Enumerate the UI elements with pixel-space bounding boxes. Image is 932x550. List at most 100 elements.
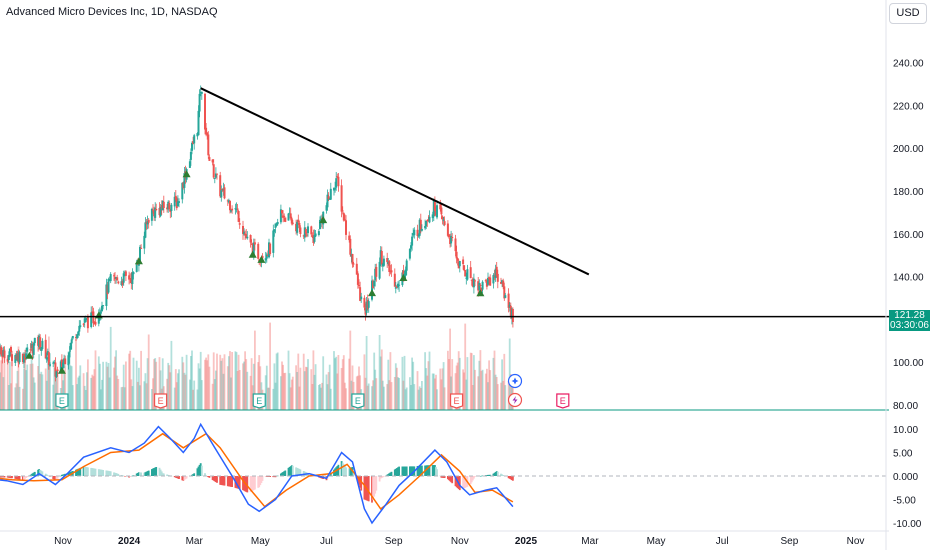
candle-body-2024-04-19 xyxy=(246,236,249,239)
volume-bar-2024-06-28 xyxy=(322,356,325,410)
macd-hist-bar-2024-05-01 xyxy=(259,476,262,486)
chart-tools-icons[interactable] xyxy=(507,373,523,408)
volume-bar-2024-01-26 xyxy=(155,361,158,410)
time-axis[interactable]: Nov 2024 Mar May Jul Sep Nov 2025 Mar May Jul Sep No… xyxy=(54,536,864,547)
macd-hist-bar-2024-10-21 xyxy=(447,476,449,480)
macd-hist-bar-2024-01-25 xyxy=(154,467,157,476)
candle-body-2024-10-22 xyxy=(448,234,450,238)
macd-hist-bar-2024-12-18 xyxy=(509,476,512,480)
macd-hist-bar-2024-10-04 xyxy=(428,465,431,476)
volume-bar-2024-04-30 xyxy=(258,355,261,410)
volume-bar-2024-07-11 xyxy=(336,373,339,410)
macd-hist-bar-2024-09-16 xyxy=(409,466,411,476)
candle-body-2024-02-07 xyxy=(168,202,171,210)
volume-bar-2024-09-30 xyxy=(424,352,426,410)
macd-hist-bar-2024-04-19 xyxy=(246,476,249,493)
macd-hist-bar-2024-11-29 xyxy=(489,474,492,476)
macd-axis[interactable]: 10.00 5.00 0.000 -5.00 -10.00 xyxy=(893,425,922,530)
candle-body-2023-09-12 xyxy=(7,355,10,360)
buy-signal-2024-11-20 xyxy=(476,289,485,297)
volume-bar-2024-12-09 xyxy=(500,382,502,410)
candle-body-2024-11-01 xyxy=(458,261,461,267)
volume-bar-2024-09-26 xyxy=(419,388,422,410)
candle-body-2024-06-14 xyxy=(307,226,309,234)
volume-bar-2024-01-23 xyxy=(152,378,154,410)
candle-body-2023-10-25 xyxy=(54,362,57,377)
volume-bar-2024-12-13 xyxy=(504,385,507,410)
macd-hist-bar-2024-02-06 xyxy=(167,474,170,476)
volume-bar-2024-03-12 xyxy=(205,357,207,410)
macd-hist-bar-2024-09-27 xyxy=(421,465,423,476)
candle-body-2024-12-12 xyxy=(503,286,506,299)
volume-bar-2023-10-31 xyxy=(61,368,63,410)
macd-hist-bar-2024-12-19 xyxy=(511,476,513,481)
earnings-label-1: E xyxy=(59,396,65,406)
earnings-label-3: E xyxy=(256,396,262,406)
volume-bar-2024-11-19 xyxy=(478,360,481,410)
macd-hist-bar-2024-09-19 xyxy=(412,466,415,476)
candle-body-2024-08-19 xyxy=(378,261,381,279)
candle-body-2023-12-01 xyxy=(94,321,97,325)
currency-button[interactable]: USD xyxy=(889,3,927,24)
candle-body-2024-03-13 xyxy=(206,132,209,135)
price-tick-label: 100.00 xyxy=(893,358,924,369)
candle-body-2023-10-31 xyxy=(60,359,63,367)
candle-body-2024-07-22 xyxy=(348,235,351,241)
candle-body-2024-09-17 xyxy=(410,245,412,249)
time-tick-label: 2024 xyxy=(118,536,141,547)
volume-bar-2023-10-18 xyxy=(46,357,49,410)
volume-bar-2024-10-28 xyxy=(454,373,457,410)
macd-hist-bar-2024-02-23 xyxy=(185,476,188,479)
macd-tick-label: 10.00 xyxy=(893,425,918,436)
macd-hist-bar-2024-01-04 xyxy=(131,475,134,477)
macd-hist-bar-2023-10-03 xyxy=(30,474,33,476)
earnings-marker-2 xyxy=(153,393,168,409)
candle-body-2023-10-13 xyxy=(41,340,44,349)
volume-bar-2023-09-20 xyxy=(16,370,19,410)
volume-bar-2024-04-02 xyxy=(228,356,230,410)
macd-hist-bar-2023-10-18 xyxy=(46,475,49,476)
macd-hist-bar-2024-08-26 xyxy=(386,474,389,476)
candle-body-2024-01-16 xyxy=(144,222,147,238)
candle-body-2024-02-28 xyxy=(191,142,193,151)
volume-bar-2023-11-27 xyxy=(90,377,93,410)
volume-bar-2024-06-13 xyxy=(306,367,308,410)
time-tick-label: Mar xyxy=(581,536,599,547)
candle-body-2024-08-21 xyxy=(380,251,383,265)
price-axis[interactable]: 80.00100.00120.00140.00160.00180.00200.0… xyxy=(893,59,924,413)
volume-bar-2024-01-02 xyxy=(129,350,132,410)
macd-hist-bar-2024-10-07 xyxy=(431,465,434,476)
volume-bar-2024-10-09 xyxy=(434,378,436,410)
candle-body-2023-12-07 xyxy=(101,305,103,312)
volume-bar-2023-10-26 xyxy=(55,374,58,410)
candle-body-2024-09-27 xyxy=(420,229,423,231)
candle-body-2023-11-16 xyxy=(78,325,81,332)
macd-hist-bar-2023-10-30 xyxy=(59,475,62,477)
macd-hist-bar-2024-11-20 xyxy=(479,476,482,477)
trendline[interactable] xyxy=(200,87,590,276)
macd-hist-bar-2024-04-22 xyxy=(249,476,252,492)
candle-body-2024-01-12 xyxy=(140,247,143,249)
volume-bar-2024-05-07 xyxy=(265,365,268,410)
candle-body-2024-06-20 xyxy=(313,235,316,242)
candle-body-2024-04-04 xyxy=(230,210,232,212)
candle-body-2024-10-07 xyxy=(431,214,434,219)
candle-body-2023-09-29 xyxy=(26,347,29,352)
macd-hist-bar-2024-02-16 xyxy=(178,476,180,479)
macd-hist-bar-2024-10-16 xyxy=(441,476,444,478)
candle-body-2024-11-19 xyxy=(478,282,481,290)
candle-body-2024-05-16 xyxy=(275,222,278,226)
time-tick-label: May xyxy=(647,536,666,547)
candle-body-2024-02-02 xyxy=(162,201,165,208)
volume-bar-2024-04-01 xyxy=(226,366,229,410)
volume-bar-2024-08-22 xyxy=(381,380,384,410)
volume-bar-2023-12-12 xyxy=(106,366,109,410)
volume-bar-2024-02-06 xyxy=(167,362,170,410)
macd-hist-bar-2024-04-16 xyxy=(243,476,245,491)
volume-bar-2024-08-01 xyxy=(359,375,361,410)
volume-bar-2023-09-28 xyxy=(25,370,27,410)
macd-hist-bar-2024-03-08 xyxy=(200,465,203,476)
macd-hist-bar-2023-10-17 xyxy=(45,474,48,476)
macd-hist-bar-2023-09-06 xyxy=(1,476,4,478)
